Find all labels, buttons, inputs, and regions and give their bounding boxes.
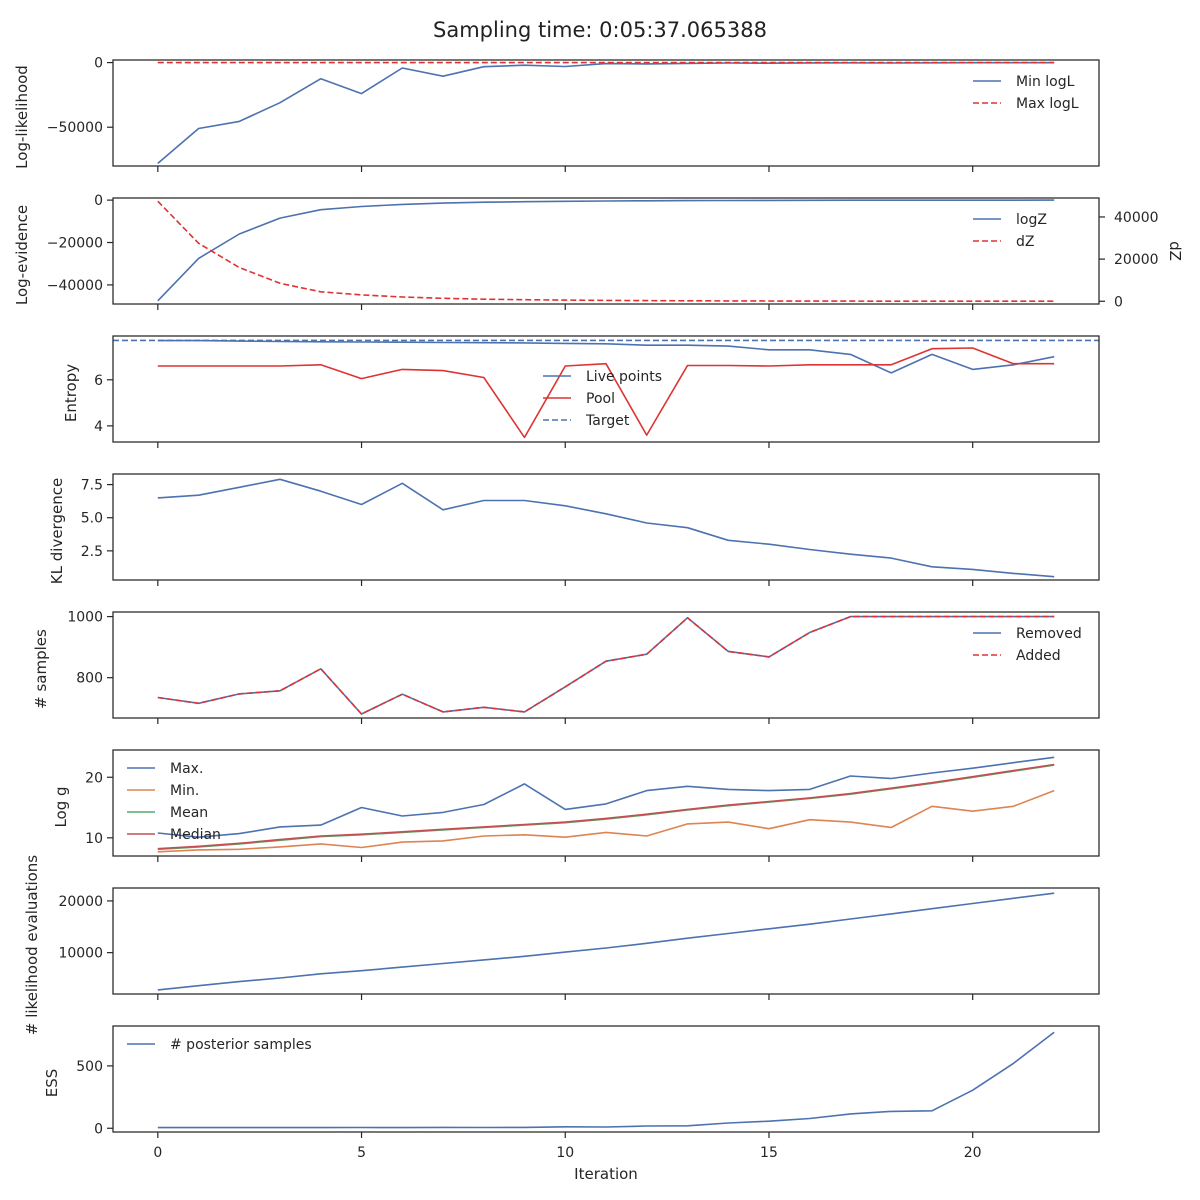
y-axis-label-7: ESS (43, 1069, 61, 1098)
legend-label-0-1: Max logL (1016, 96, 1079, 112)
y2-axis-label-1: dZ (1166, 241, 1184, 261)
y-axis-label-4: # samples (32, 629, 50, 709)
legend-label-4-0: Removed (1016, 626, 1082, 642)
axes-frame-5 (112, 749, 1100, 857)
series-line-1-0 (157, 199, 1055, 302)
x-tick-label-4: 20 (964, 1145, 982, 1161)
legend-label-0-0: Min logL (1016, 74, 1075, 90)
x-tick-label-2: 10 (556, 1145, 574, 1161)
series-line-0-0 (157, 61, 1055, 165)
y-tick-label-1-0: 0 (94, 193, 103, 209)
x-axis-label: Iteration (574, 1165, 638, 1183)
y-tick-label-1-1: −20000 (47, 236, 103, 252)
y-axis-label-2: Entropy (62, 364, 80, 422)
axes-frame-1 (112, 197, 1100, 305)
y-tick-label-6-0: 10000 (58, 946, 103, 962)
y-tick-label-1-2: −40000 (47, 278, 103, 294)
y-tick-label-7-1: 500 (76, 1059, 103, 1075)
y-tick-label-6-1: 20000 (58, 894, 103, 910)
series-line-2-1 (157, 347, 1055, 439)
axes-frame-6 (112, 887, 1100, 995)
series-line-5-3 (157, 763, 1055, 850)
legend-label-2-1: Pool (586, 391, 615, 407)
series-line-4-0 (157, 615, 1055, 715)
series-line-5-0 (157, 756, 1055, 839)
y-tick-label-3-0: 2.5 (81, 544, 103, 560)
y-tick-label-3-2: 7.5 (81, 478, 103, 494)
series-line-7-0 (157, 1031, 1055, 1129)
series-line-5-1 (157, 789, 1055, 853)
y-tick-label-0-1: −50000 (47, 120, 103, 136)
series-line-5-2 (157, 764, 1055, 851)
y2-tick-label-1-0: 0 (1114, 294, 1123, 310)
series-line-1-1 (157, 200, 1055, 303)
legend-label-5-1: Min. (170, 783, 199, 799)
series-line-3-0 (157, 478, 1055, 578)
axes-frame-3 (112, 473, 1100, 581)
legend-label-5-2: Mean (170, 805, 208, 821)
figure-title: Sampling time: 0:05:37.065388 (433, 18, 767, 42)
y2-tick-label-1-1: 20000 (1114, 252, 1159, 268)
legend-label-5-3: Median (170, 827, 221, 843)
series-line-6-0 (157, 892, 1055, 991)
y-tick-label-5-1: 20 (85, 770, 103, 786)
x-tick-label-1: 5 (357, 1145, 366, 1161)
y-axis-label-6: # likelihood evaluations (23, 855, 41, 1035)
legend-label-1-0: logZ (1016, 212, 1047, 228)
axes-frame-0 (112, 59, 1100, 167)
y-tick-label-7-0: 0 (94, 1121, 103, 1137)
legend-label-2-2: Target (585, 413, 630, 429)
axes-frame-7 (112, 1025, 1100, 1133)
legend-label-7-0: # posterior samples (170, 1037, 312, 1053)
legend-label-5-0: Max. (170, 761, 203, 777)
y-axis-label-1: Log-evidence (13, 205, 31, 305)
legend-label-1-1: dZ (1016, 234, 1034, 250)
axes-frame-2 (112, 335, 1100, 443)
legend-label-4-1: Added (1016, 648, 1061, 664)
series-line-2-0 (157, 339, 1055, 374)
y-tick-label-5-0: 10 (85, 831, 103, 847)
y-tick-label-4-0: 800 (76, 671, 103, 687)
y2-tick-label-1-2: 40000 (1114, 210, 1159, 226)
x-tick-label-3: 15 (760, 1145, 778, 1161)
legend-label-2-0: Live points (586, 369, 662, 385)
y-axis-label-5: Log g (52, 786, 70, 827)
y-tick-label-2-0: 4 (94, 419, 103, 435)
x-tick-label-0: 0 (153, 1145, 162, 1161)
y-tick-label-0-0: 0 (94, 56, 103, 72)
series-line-4-1 (157, 615, 1055, 715)
y-axis-label-0: Log-likelihood (13, 65, 31, 169)
y-tick-label-3-1: 5.0 (81, 511, 103, 527)
y-tick-label-4-1: 1000 (67, 610, 103, 626)
y-axis-label-3: KL divergence (48, 478, 66, 584)
y-tick-label-2-1: 6 (94, 373, 103, 389)
axes-frame-4 (112, 611, 1100, 719)
